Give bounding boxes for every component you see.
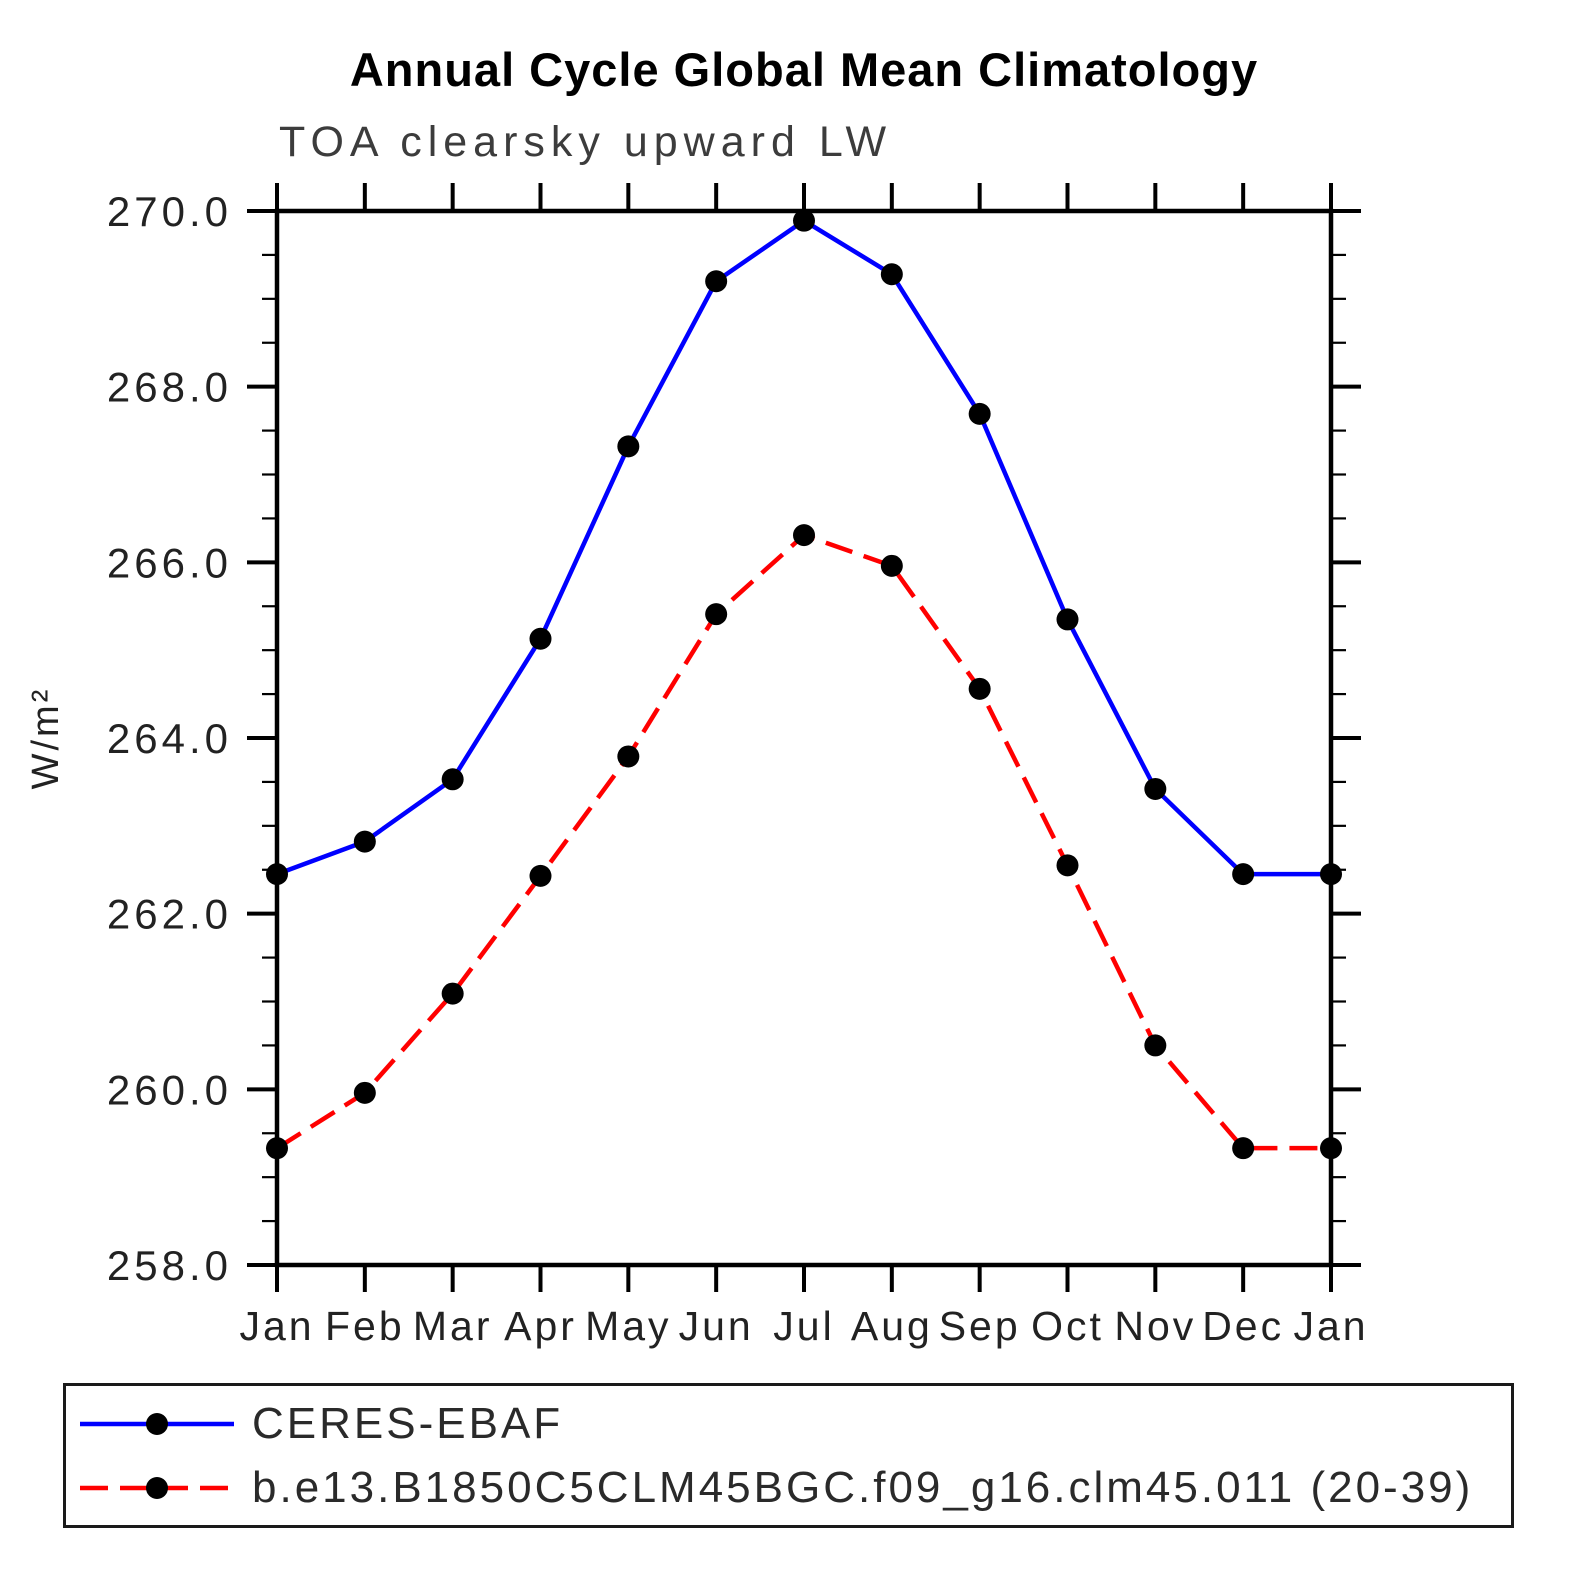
series-marker-1 xyxy=(968,677,991,700)
series-marker-0 xyxy=(441,768,464,791)
y-axis-label: W/m² xyxy=(25,687,67,790)
series-marker-0 xyxy=(705,270,728,293)
series-marker-1 xyxy=(441,982,464,1005)
x-tick-label: Feb xyxy=(325,1303,405,1349)
series-marker-1 xyxy=(353,1081,376,1104)
series-marker-0 xyxy=(1232,863,1255,886)
y-tick-label: 262.0 xyxy=(107,891,232,938)
y-tick-label: 266.0 xyxy=(107,539,232,586)
series-marker-0 xyxy=(880,263,903,286)
legend-swatch xyxy=(80,1477,234,1499)
series-marker-0 xyxy=(266,863,288,886)
legend-swatch xyxy=(80,1413,234,1435)
x-tick-label: Nov xyxy=(1114,1303,1196,1349)
series-marker-1 xyxy=(1320,1137,1342,1160)
x-tick-label: Jul xyxy=(773,1303,834,1349)
plot-frame xyxy=(274,208,1334,1268)
x-tick-label: Mar xyxy=(413,1303,493,1349)
y-tick-label: 270.0 xyxy=(107,188,232,235)
series-marker-0 xyxy=(1056,608,1079,631)
legend: CERES-EBAF b.e13.B1850C5CLM45BGC.f09_g16.… xyxy=(63,1383,1514,1528)
x-tick-label: Jan xyxy=(1293,1303,1368,1349)
series-marker-1 xyxy=(266,1137,288,1160)
series-marker-1 xyxy=(617,745,640,768)
y-tick-label: 258.0 xyxy=(107,1242,232,1289)
series-marker-1 xyxy=(793,524,815,547)
legend-item: b.e13.B1850C5CLM45BGC.f09_g16.clm45.011 … xyxy=(76,1456,1511,1520)
series-marker-1 xyxy=(1232,1137,1255,1160)
series-marker-0 xyxy=(1320,863,1342,886)
y-tick-label: 268.0 xyxy=(107,364,232,411)
series-marker-0 xyxy=(1144,777,1167,800)
x-tick-label: Jan xyxy=(239,1303,314,1349)
chart-title: Annual Cycle Global Mean Climatology xyxy=(349,43,1259,96)
y-tick-label: 264.0 xyxy=(107,715,232,762)
series-marker-1 xyxy=(1056,854,1079,877)
legend-marker xyxy=(146,1413,168,1435)
series-marker-0 xyxy=(968,402,991,425)
legend-label: CERES-EBAF xyxy=(252,1399,564,1448)
legend-item: CERES-EBAF xyxy=(76,1392,1511,1456)
series-marker-0 xyxy=(353,830,376,853)
x-tick-label: Oct xyxy=(1031,1303,1104,1349)
x-tick-label: Dec xyxy=(1202,1303,1284,1349)
x-tick-label: Sep xyxy=(939,1303,1021,1349)
series-marker-0 xyxy=(529,627,552,650)
x-tick-label: Jun xyxy=(679,1303,754,1349)
legend-label: b.e13.B1850C5CLM45BGC.f09_g16.clm45.011 … xyxy=(252,1463,1474,1512)
x-tick-label: May xyxy=(585,1303,671,1349)
series-marker-0 xyxy=(617,435,640,458)
series-line-1 xyxy=(275,532,1331,1151)
y-tick-label: 260.0 xyxy=(107,1066,232,1113)
series-marker-0 xyxy=(793,209,815,232)
series-marker-1 xyxy=(1144,1034,1167,1057)
x-tick-label: Apr xyxy=(504,1303,577,1349)
chart-subtitle: TOA clearsky upward LW xyxy=(279,118,893,166)
series-marker-1 xyxy=(529,864,552,887)
legend-marker xyxy=(146,1477,168,1499)
series-marker-1 xyxy=(880,554,903,577)
x-tick-label: Aug xyxy=(851,1303,933,1349)
series-marker-1 xyxy=(705,603,728,626)
series-line-0 xyxy=(276,217,1331,877)
